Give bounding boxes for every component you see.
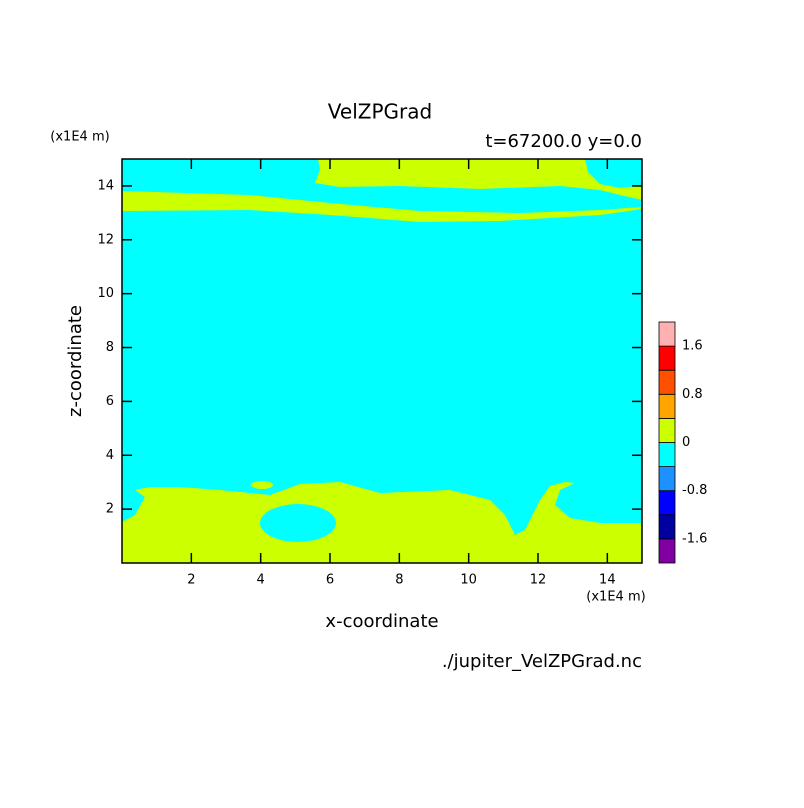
x-tick-label: 2 [187, 573, 195, 588]
colorbar-tick-label: 0.8 [682, 387, 703, 402]
x-tick-label: 4 [257, 573, 265, 588]
colorbar-tick-label: -1.6 [682, 531, 707, 546]
y-tick-label: 8 [106, 340, 114, 355]
chart-subtitle: t=67200.0 y=0.0 [485, 131, 642, 152]
colorbar-tick-label: 0 [682, 435, 690, 450]
colorbar-box [658, 345, 676, 371]
colorbar-box [658, 490, 676, 516]
chart-title: VelZPGrad [328, 100, 432, 124]
colorbar-box [658, 442, 676, 468]
colorbar-box [658, 321, 676, 347]
x-tick-label: 6 [326, 573, 334, 588]
y-tick-label: 6 [106, 394, 114, 409]
source-label: ./jupiter_VelZPGrad.nc [442, 651, 642, 672]
x-tick-label: 12 [530, 573, 547, 588]
contour-region [315, 159, 642, 200]
x-tick-label: 14 [599, 573, 616, 588]
y-axis-label: z-coordinate [65, 305, 86, 417]
plot-frame [121, 158, 643, 564]
y-tick-label: 12 [97, 232, 114, 247]
contour-region [122, 191, 642, 222]
colorbar-tick-label: 1.6 [682, 339, 703, 354]
colorbar-tick-label: -0.8 [682, 483, 707, 498]
x-tick-label: 10 [460, 573, 477, 588]
y-tick-label: 14 [97, 178, 114, 193]
y-unit: (x1E4 m) [50, 130, 109, 145]
colorbar-box [658, 417, 676, 443]
x-tick-label: 8 [395, 573, 403, 588]
contour-region [251, 481, 273, 489]
contour-region [122, 482, 642, 563]
y-tick-label: 4 [106, 448, 114, 463]
colorbar-box [658, 538, 676, 564]
contour-field [121, 158, 643, 564]
y-tick-label: 10 [97, 286, 114, 301]
contour-region [260, 504, 336, 542]
y-tick-label: 2 [106, 502, 114, 517]
x-axis-label: x-coordinate [325, 611, 438, 632]
x-unit: (x1E4 m) [586, 590, 645, 605]
colorbar-box [658, 393, 676, 419]
colorbar-box [658, 514, 676, 540]
colorbar-box [658, 369, 676, 395]
colorbar-box [658, 466, 676, 492]
